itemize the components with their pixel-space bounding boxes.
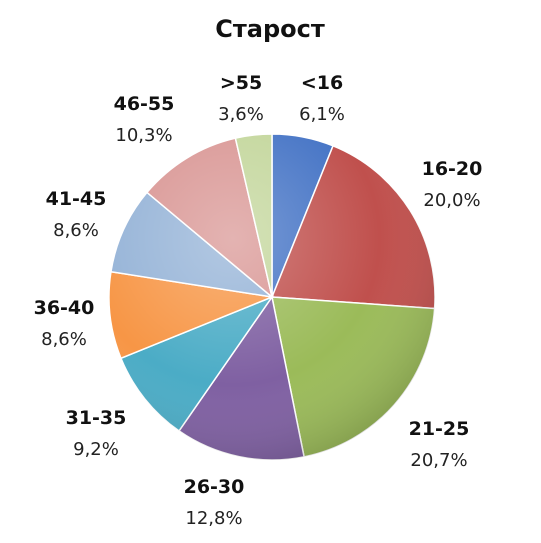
slice-category-label: 26-30 (184, 476, 245, 498)
slice-value-label: 20,7% (410, 450, 467, 471)
slice-value-label: 8,6% (53, 220, 99, 241)
slice-category-label: 41-45 (46, 188, 107, 210)
slice-value-label: 12,8% (185, 508, 242, 529)
slice-category-label: 16-20 (422, 158, 483, 180)
slice-category-label: <16 (301, 72, 343, 94)
slice-category-label: 36-40 (34, 297, 95, 319)
slice-value-label: 20,0% (423, 190, 480, 211)
chart-title: Старост (215, 15, 325, 43)
slice-value-label: 10,3% (115, 125, 172, 146)
slice-category-label: >55 (220, 72, 262, 94)
pie-slices (108, 133, 436, 461)
slice-category-label: 21-25 (409, 418, 470, 440)
slice-value-label: 8,6% (41, 329, 87, 350)
slice-value-label: 9,2% (73, 439, 119, 460)
slice-value-label: 6,1% (299, 104, 345, 125)
slice-labels: <16 6,1% 16-20 20,0% 21-25 20,7% 26-30 12,8% 31-… (34, 72, 483, 529)
slice-category-label: 46-55 (114, 93, 175, 115)
slice-category-label: 31-35 (66, 407, 127, 429)
slice-value-label: 3,6% (218, 104, 264, 125)
